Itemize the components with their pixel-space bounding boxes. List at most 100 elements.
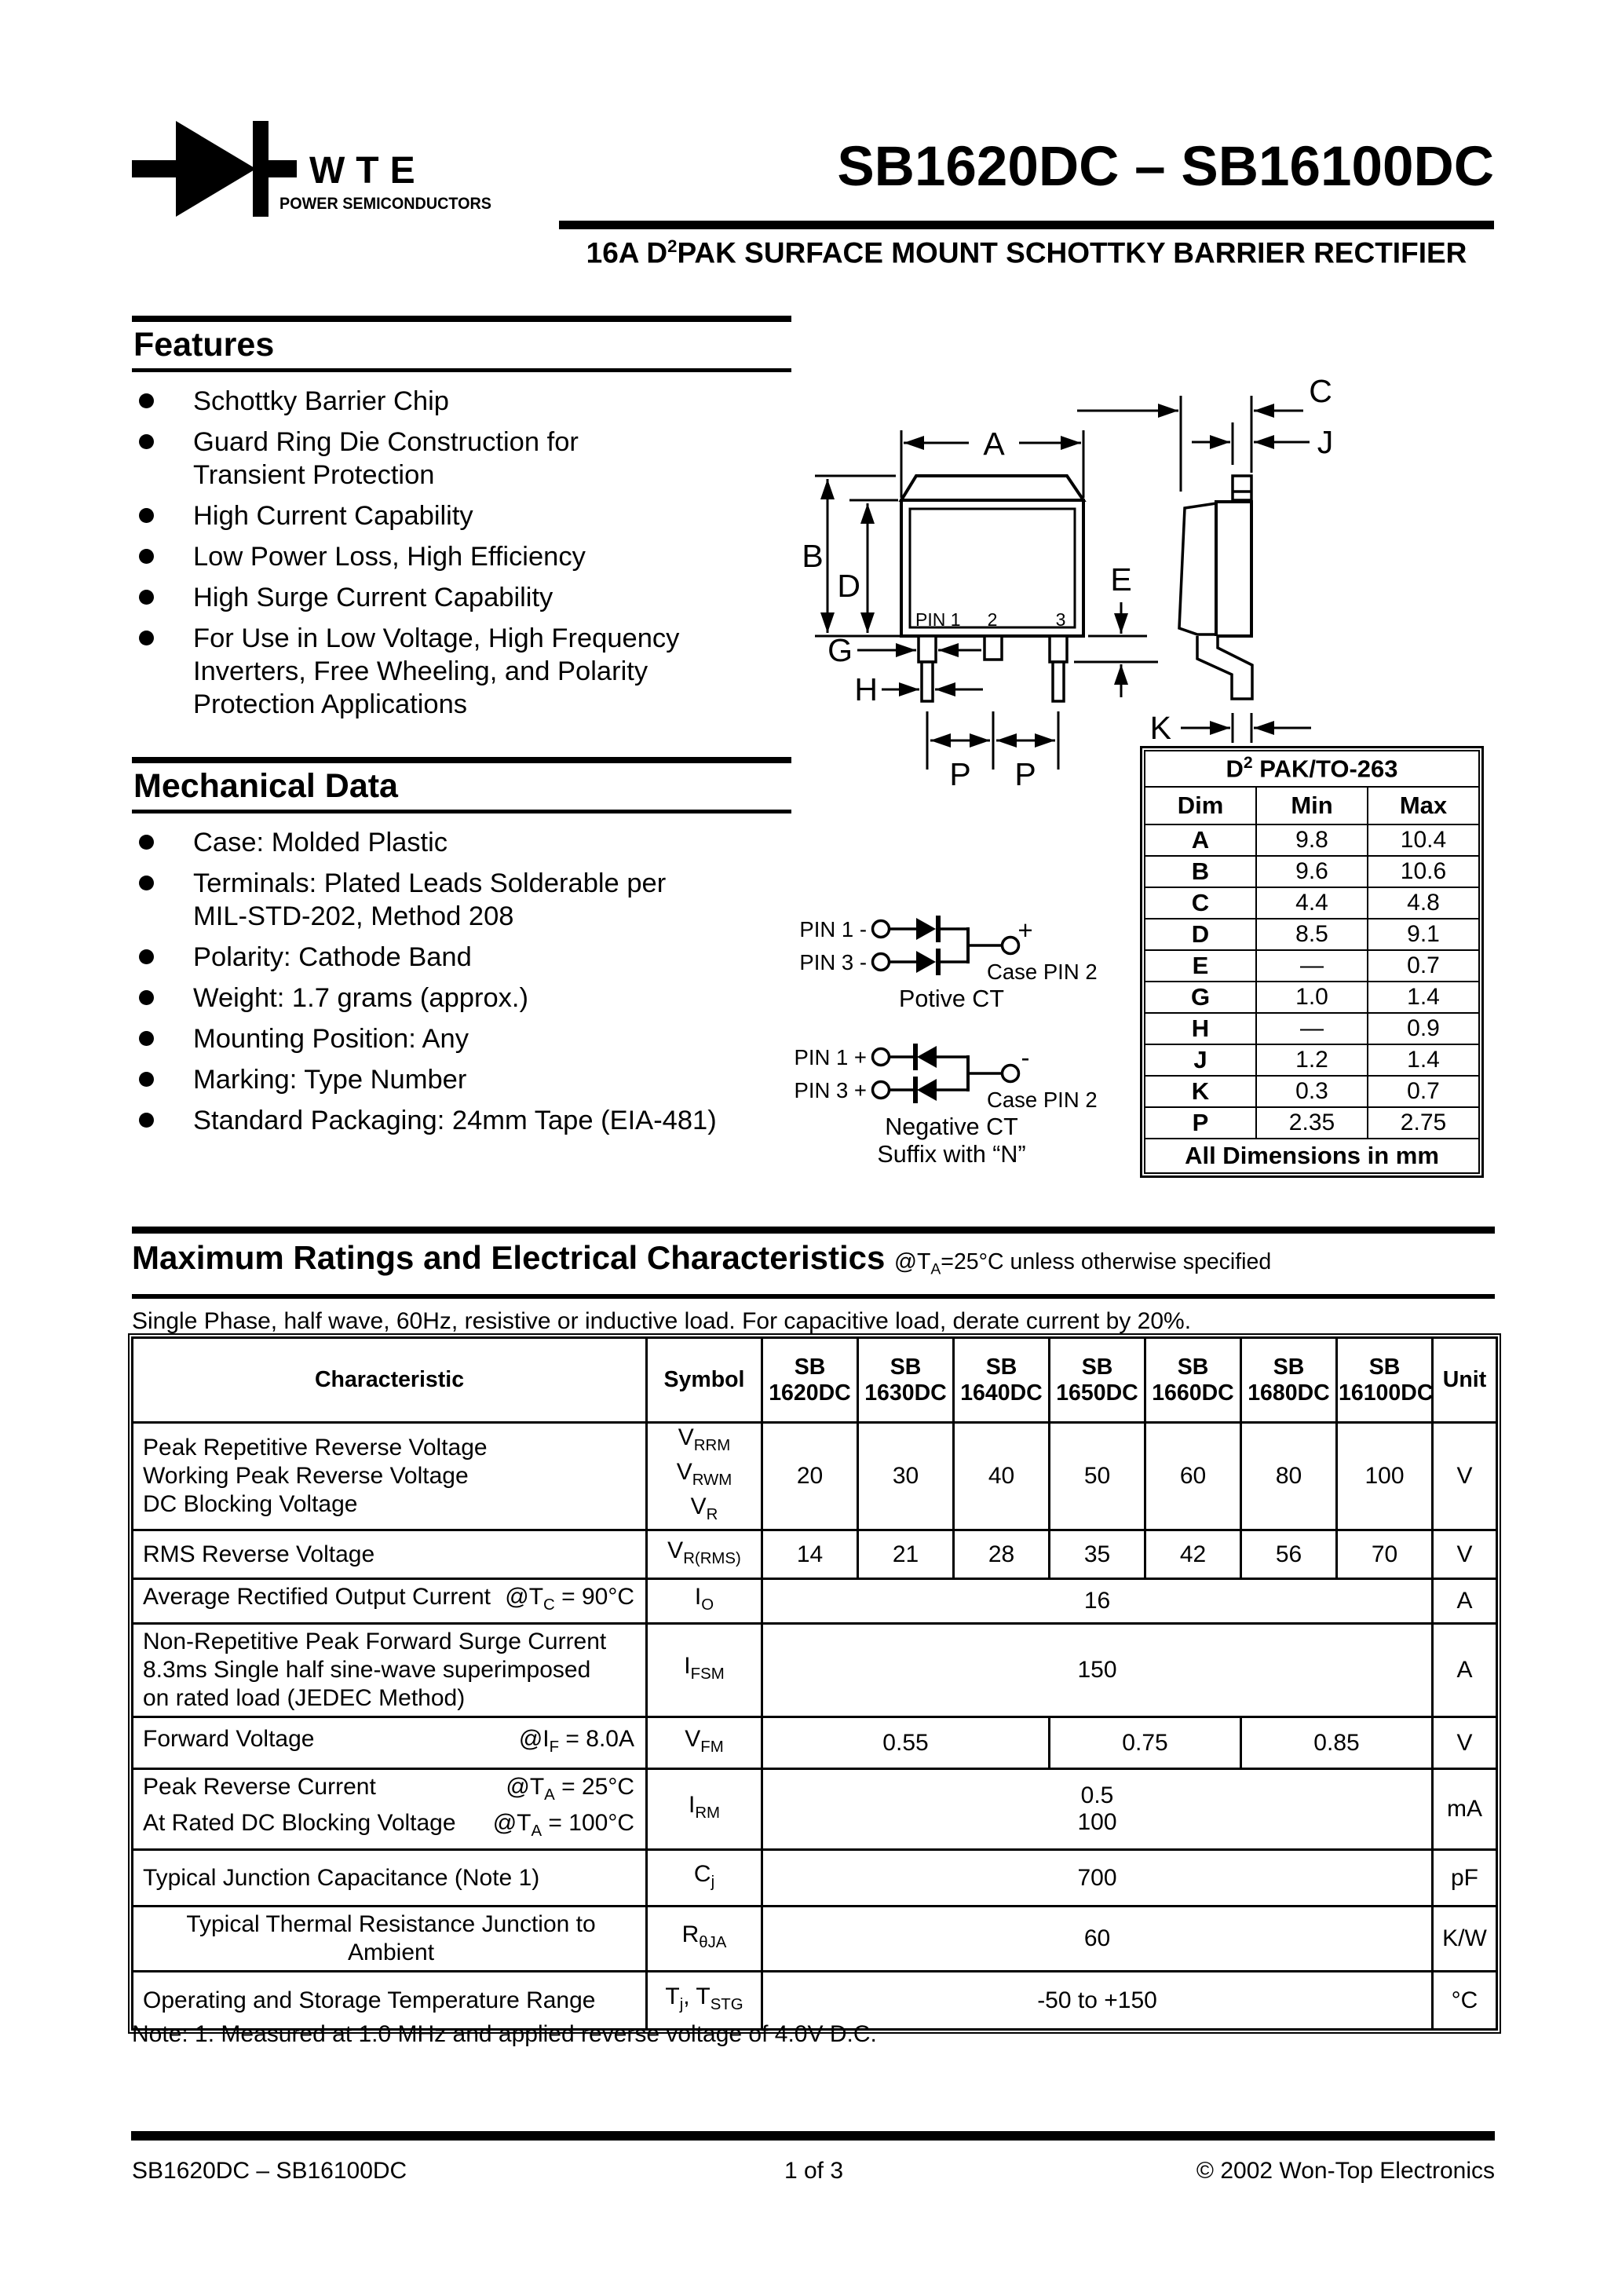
dim-table-header: Min	[1255, 786, 1368, 825]
dim-cell-min: 9.6	[1255, 855, 1368, 888]
package-outline-drawing: A B D E G H P P C J K PIN 1 2 3	[802, 373, 1334, 792]
dim-label-p-right: P	[1014, 756, 1036, 792]
table-row: Non-Repetitive Peak Forward Surge Curren…	[131, 1622, 1498, 1718]
list-item-text: For Use in Low Voltage, High Frequency In…	[193, 623, 680, 719]
table-row: Peak Repetitive Reverse Voltage Working P…	[131, 1421, 1498, 1531]
bullet-icon	[139, 434, 154, 449]
unit-cell: A	[1431, 1578, 1498, 1625]
characteristic-cell: Peak Repetitive Reverse Voltage Working P…	[131, 1421, 648, 1531]
section-rule	[132, 1227, 1495, 1234]
dim-cell-max: 1.4	[1367, 981, 1480, 1014]
dim-cell-max: 0.9	[1367, 1012, 1480, 1045]
characteristic-cell: Average Rectified Output Current @TC = 90…	[131, 1578, 648, 1625]
symbol-cell: Tj, TSTG	[645, 1970, 763, 2031]
unit-cell: mA	[1431, 1768, 1498, 1851]
value-cell: 50	[1048, 1421, 1146, 1531]
pin2-label: 2	[988, 609, 998, 630]
ratings-table-wrap: Characteristic Symbol SB 1620DC SB 1630DC SB 16…	[128, 1333, 1501, 2034]
bullet-icon	[139, 393, 154, 408]
ratings-heading-condition: @TA=25°C unless otherwise specified	[894, 1249, 1272, 1278]
package-front-view	[898, 474, 1087, 703]
brand-name: WTE	[309, 150, 426, 192]
table-row: Operating and Storage Temperature Range T…	[131, 1970, 1498, 2031]
value-cell: 60	[1144, 1421, 1242, 1531]
bullet-icon	[139, 835, 154, 850]
list-item: Mounting Position: Any	[132, 1022, 791, 1055]
bullet-icon	[139, 590, 154, 605]
list-item: High Surge Current Capability	[132, 581, 791, 614]
pin3-label: 3	[1056, 609, 1066, 630]
dim-label-c: C	[1309, 373, 1332, 409]
dim-cell-max: 4.8	[1367, 887, 1480, 919]
value-cell: 0.75	[1048, 1716, 1242, 1770]
dim-cell-min: 8.5	[1255, 918, 1368, 951]
unit-cell: V	[1431, 1421, 1498, 1531]
value-cell: 80	[1240, 1421, 1338, 1531]
ct-neg-pin1-label: PIN 1 +	[795, 1045, 867, 1069]
ct-neg-sign: -	[1021, 1043, 1030, 1072]
bullet-icon	[139, 631, 154, 645]
dim-table-header: Dim	[1144, 786, 1257, 825]
col-header-unit: Unit	[1431, 1336, 1498, 1424]
value-cell: 70	[1335, 1529, 1434, 1580]
value-cell: 14	[761, 1529, 859, 1580]
table-row: Peak Reverse Current @TA = 25°C At Rated D…	[131, 1768, 1498, 1851]
dim-cell-max: 10.4	[1367, 824, 1480, 857]
list-item-text: Mounting Position: Any	[193, 1024, 469, 1054]
bullet-icon	[139, 876, 154, 890]
dim-cell-min: 1.0	[1255, 981, 1368, 1014]
list-item-text: Weight: 1.7 grams (approx.)	[193, 983, 528, 1013]
dim-label-b: B	[802, 538, 823, 574]
ct-neg-pin3-label: PIN 3 +	[795, 1078, 867, 1102]
list-item: Low Power Loss, High Efficiency	[132, 540, 791, 573]
value-cell: 40	[952, 1421, 1050, 1531]
dim-cell-max: 10.6	[1367, 855, 1480, 888]
ratings-heading: Maximum Ratings and Electrical Character…	[132, 1239, 886, 1276]
list-item: Case: Molded Plastic	[132, 826, 791, 859]
bullet-icon	[139, 549, 154, 564]
dim-table-title: D2 PAK/TO-263	[1144, 750, 1480, 788]
unit-cell: A	[1431, 1622, 1498, 1718]
symbol-cell: VRRM VRWM VR	[645, 1421, 763, 1531]
dim-cell-min: 0.3	[1255, 1075, 1368, 1108]
symbol-cell: RθJA	[645, 1905, 763, 1972]
footer-rule	[131, 2131, 1495, 2141]
pin1-label: PIN 1	[915, 609, 961, 630]
value-cell: 42	[1144, 1529, 1242, 1580]
dim-table-body: D2 PAK/TO-263 Dim Min Max A 9.8 10.4 B 9.6 10.6 C 4…	[1144, 750, 1480, 1174]
value-cell: 0.55	[761, 1716, 1050, 1770]
list-item-text: Case: Molded Plastic	[193, 828, 448, 857]
unit-cell: V	[1431, 1716, 1498, 1770]
bullet-icon	[139, 949, 154, 964]
col-header-characteristic: Characteristic	[131, 1336, 648, 1424]
table-row: RMS Reverse Voltage VR(RMS) 14 21 28 35 42 56 70…	[131, 1529, 1498, 1580]
unit-cell: pF	[1431, 1848, 1498, 1907]
characteristic-cell: RMS Reverse Voltage	[131, 1529, 648, 1580]
dim-cell-min: —	[1255, 949, 1368, 982]
col-header-product: SB 1620DC	[761, 1336, 859, 1424]
section-rule	[132, 316, 791, 322]
ct-pos-pin1-label: PIN 1 -	[799, 917, 867, 941]
value-cell: 100	[1335, 1421, 1434, 1531]
value-cell: 30	[857, 1421, 955, 1531]
list-item: Schottky Barrier Chip	[132, 385, 791, 418]
value-cell: 21	[857, 1529, 955, 1580]
value-cell: 28	[952, 1529, 1050, 1580]
bullet-icon	[139, 1031, 154, 1046]
list-item-text: Low Power Loss, High Efficiency	[193, 542, 586, 572]
dim-cell-letter: P	[1144, 1106, 1257, 1139]
value-cell: 20	[761, 1421, 859, 1531]
list-item-text: Polarity: Cathode Band	[193, 942, 472, 972]
col-header-product: SB 1640DC	[952, 1336, 1050, 1424]
characteristic-cell: Forward Voltage @IF = 8.0A	[131, 1716, 648, 1770]
page-title: SB1620DC – SB16100DC	[837, 136, 1494, 198]
dim-label-h: H	[854, 671, 878, 707]
negative-ct-diagram: PIN 1 + PIN 3 + - Case PIN 2 Negative CT…	[795, 1043, 1098, 1168]
dim-label-j: J	[1317, 424, 1334, 460]
dim-label-k: K	[1150, 710, 1171, 746]
ct-pos-pin3-label: PIN 3 -	[799, 950, 867, 974]
ct-pos-caption: Potive CT	[899, 985, 1004, 1012]
dim-cell-letter: C	[1144, 887, 1257, 919]
value-cell: 60	[761, 1905, 1434, 1972]
